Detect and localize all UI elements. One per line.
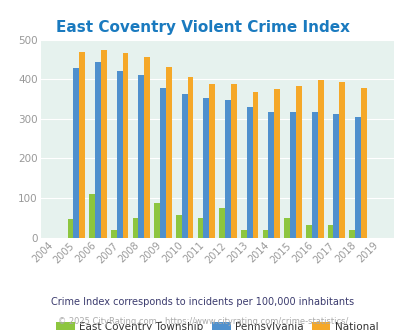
Bar: [246, 107, 252, 238]
Bar: [154, 203, 160, 238]
Bar: [166, 67, 171, 238]
Bar: [219, 208, 224, 238]
Text: Crime Index corresponds to incidents per 100,000 inhabitants: Crime Index corresponds to incidents per…: [51, 297, 354, 307]
Bar: [138, 75, 144, 238]
Bar: [73, 68, 79, 238]
Bar: [197, 218, 203, 238]
Text: East Coventry Violent Crime Index: East Coventry Violent Crime Index: [56, 20, 349, 35]
Bar: [89, 194, 95, 238]
Bar: [181, 94, 187, 238]
Bar: [295, 86, 301, 238]
Bar: [268, 112, 274, 238]
Text: © 2025 CityRating.com - https://www.cityrating.com/crime-statistics/: © 2025 CityRating.com - https://www.city…: [58, 317, 347, 326]
Bar: [252, 92, 258, 238]
Bar: [348, 230, 354, 238]
Bar: [95, 62, 101, 238]
Bar: [360, 87, 366, 238]
Bar: [175, 214, 181, 238]
Bar: [203, 98, 209, 238]
Bar: [354, 117, 360, 238]
Bar: [230, 84, 236, 238]
Bar: [187, 77, 193, 238]
Bar: [224, 100, 230, 238]
Bar: [284, 218, 290, 238]
Bar: [144, 57, 150, 238]
Bar: [317, 80, 323, 238]
Bar: [79, 52, 85, 238]
Bar: [262, 230, 268, 238]
Bar: [101, 50, 107, 238]
Bar: [274, 89, 279, 238]
Bar: [327, 224, 333, 238]
Bar: [111, 230, 117, 238]
Bar: [305, 224, 311, 238]
Bar: [311, 112, 317, 238]
Bar: [122, 53, 128, 238]
Bar: [209, 84, 215, 238]
Bar: [333, 114, 339, 238]
Bar: [117, 71, 122, 238]
Bar: [160, 88, 166, 238]
Bar: [339, 82, 344, 238]
Legend: East Coventry Township, Pennsylvania, National: East Coventry Township, Pennsylvania, Na…: [52, 318, 382, 330]
Bar: [290, 112, 295, 238]
Bar: [67, 219, 73, 238]
Bar: [240, 230, 246, 238]
Bar: [132, 218, 138, 238]
